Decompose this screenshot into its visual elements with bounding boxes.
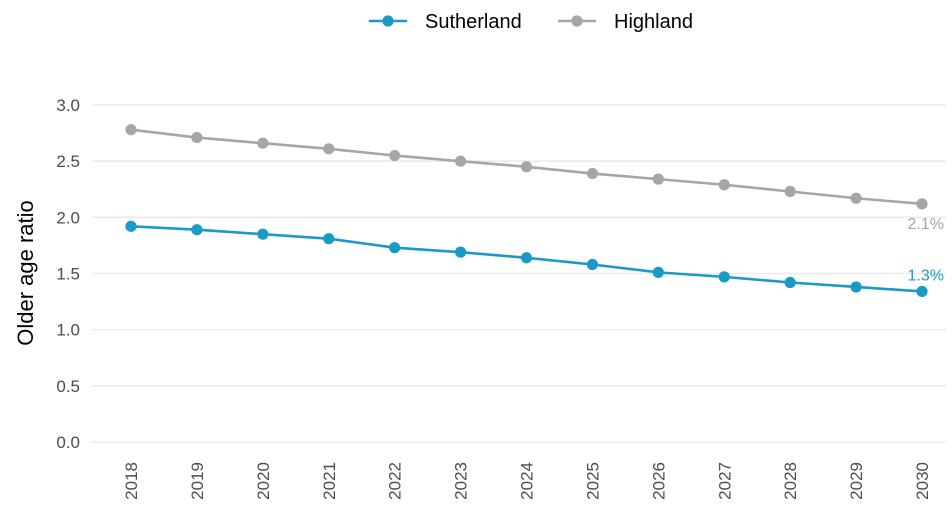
y-tick-label: 2.0 [56, 208, 80, 227]
legend-key-marker [571, 15, 583, 27]
series-highland: 2.1% [125, 124, 944, 233]
legend-label: Sutherland [425, 11, 522, 33]
data-point-sutherland [389, 242, 401, 254]
data-point-sutherland [916, 285, 928, 298]
y-tick-label: 1.5 [56, 265, 80, 284]
data-point-highland [125, 124, 137, 136]
x-tick-label: 2026 [649, 462, 668, 500]
data-point-highland [718, 179, 730, 191]
gridlines [92, 104, 946, 443]
data-point-highland [652, 173, 664, 185]
x-tick-label: 2024 [518, 462, 537, 500]
data-point-sutherland [191, 224, 203, 236]
y-axis: 0.0 0.5 1.0 1.5 2.0 2.5 3.0 [56, 96, 80, 452]
end-label-sutherland: 1.3% [908, 267, 944, 284]
data-point-highland [586, 167, 599, 180]
data-point-sutherland [257, 228, 269, 240]
end-label-highland: 2.1% [908, 216, 944, 233]
data-point-highland [520, 161, 533, 173]
data-point-highland [389, 149, 401, 162]
x-tick-label: 2030 [913, 462, 932, 500]
data-point-sutherland [652, 266, 664, 278]
x-tick-label: 2029 [847, 462, 866, 500]
series-sutherland: 1.3% [125, 220, 944, 298]
y-tick-label: 3.0 [56, 96, 80, 115]
x-tick-label: 2025 [583, 462, 602, 500]
x-tick-label: 2018 [122, 462, 141, 500]
x-tick-label: 2019 [188, 462, 207, 500]
x-tick-label: 2027 [715, 462, 734, 500]
data-point-sutherland [586, 258, 599, 271]
y-tick-label: 2.5 [56, 152, 80, 171]
x-tick-label: 2021 [320, 462, 339, 500]
data-point-sutherland [520, 252, 533, 264]
x-tick-label: 2020 [254, 462, 273, 500]
y-tick-label: 1.0 [56, 321, 80, 340]
y-axis-title: Older age ratio [13, 200, 38, 346]
data-point-highland [323, 143, 335, 155]
data-point-highland [850, 192, 862, 204]
x-tick-label: 2023 [452, 462, 471, 500]
data-point-highland [784, 185, 796, 198]
legend: Sutherland Highland [369, 11, 693, 33]
x-tick-label: 2022 [386, 462, 405, 500]
data-point-highland [454, 155, 467, 167]
data-point-sutherland [125, 220, 137, 232]
data-point-highland [191, 131, 203, 144]
y-tick-label: 0.5 [56, 377, 80, 396]
legend-key-marker [382, 15, 394, 27]
data-point-sutherland [784, 276, 796, 289]
legend-item-sutherland: Sutherland [369, 11, 522, 33]
legend-item-highland: Highland [558, 11, 693, 33]
legend-label: Highland [614, 11, 693, 33]
data-point-sutherland [454, 246, 467, 258]
x-tick-label: 2028 [781, 462, 800, 500]
data-point-sutherland [850, 281, 862, 293]
x-axis: 2018 2019 2020 2021 2022 2023 2024 2025 2026 2027… [122, 462, 932, 500]
data-point-highland [257, 137, 269, 149]
data-point-highland [916, 198, 928, 210]
data-point-sutherland [323, 233, 335, 245]
y-tick-label: 0.0 [56, 433, 80, 452]
data-point-sutherland [718, 271, 730, 283]
series-layer: 2.1% 1.3% [125, 124, 944, 298]
